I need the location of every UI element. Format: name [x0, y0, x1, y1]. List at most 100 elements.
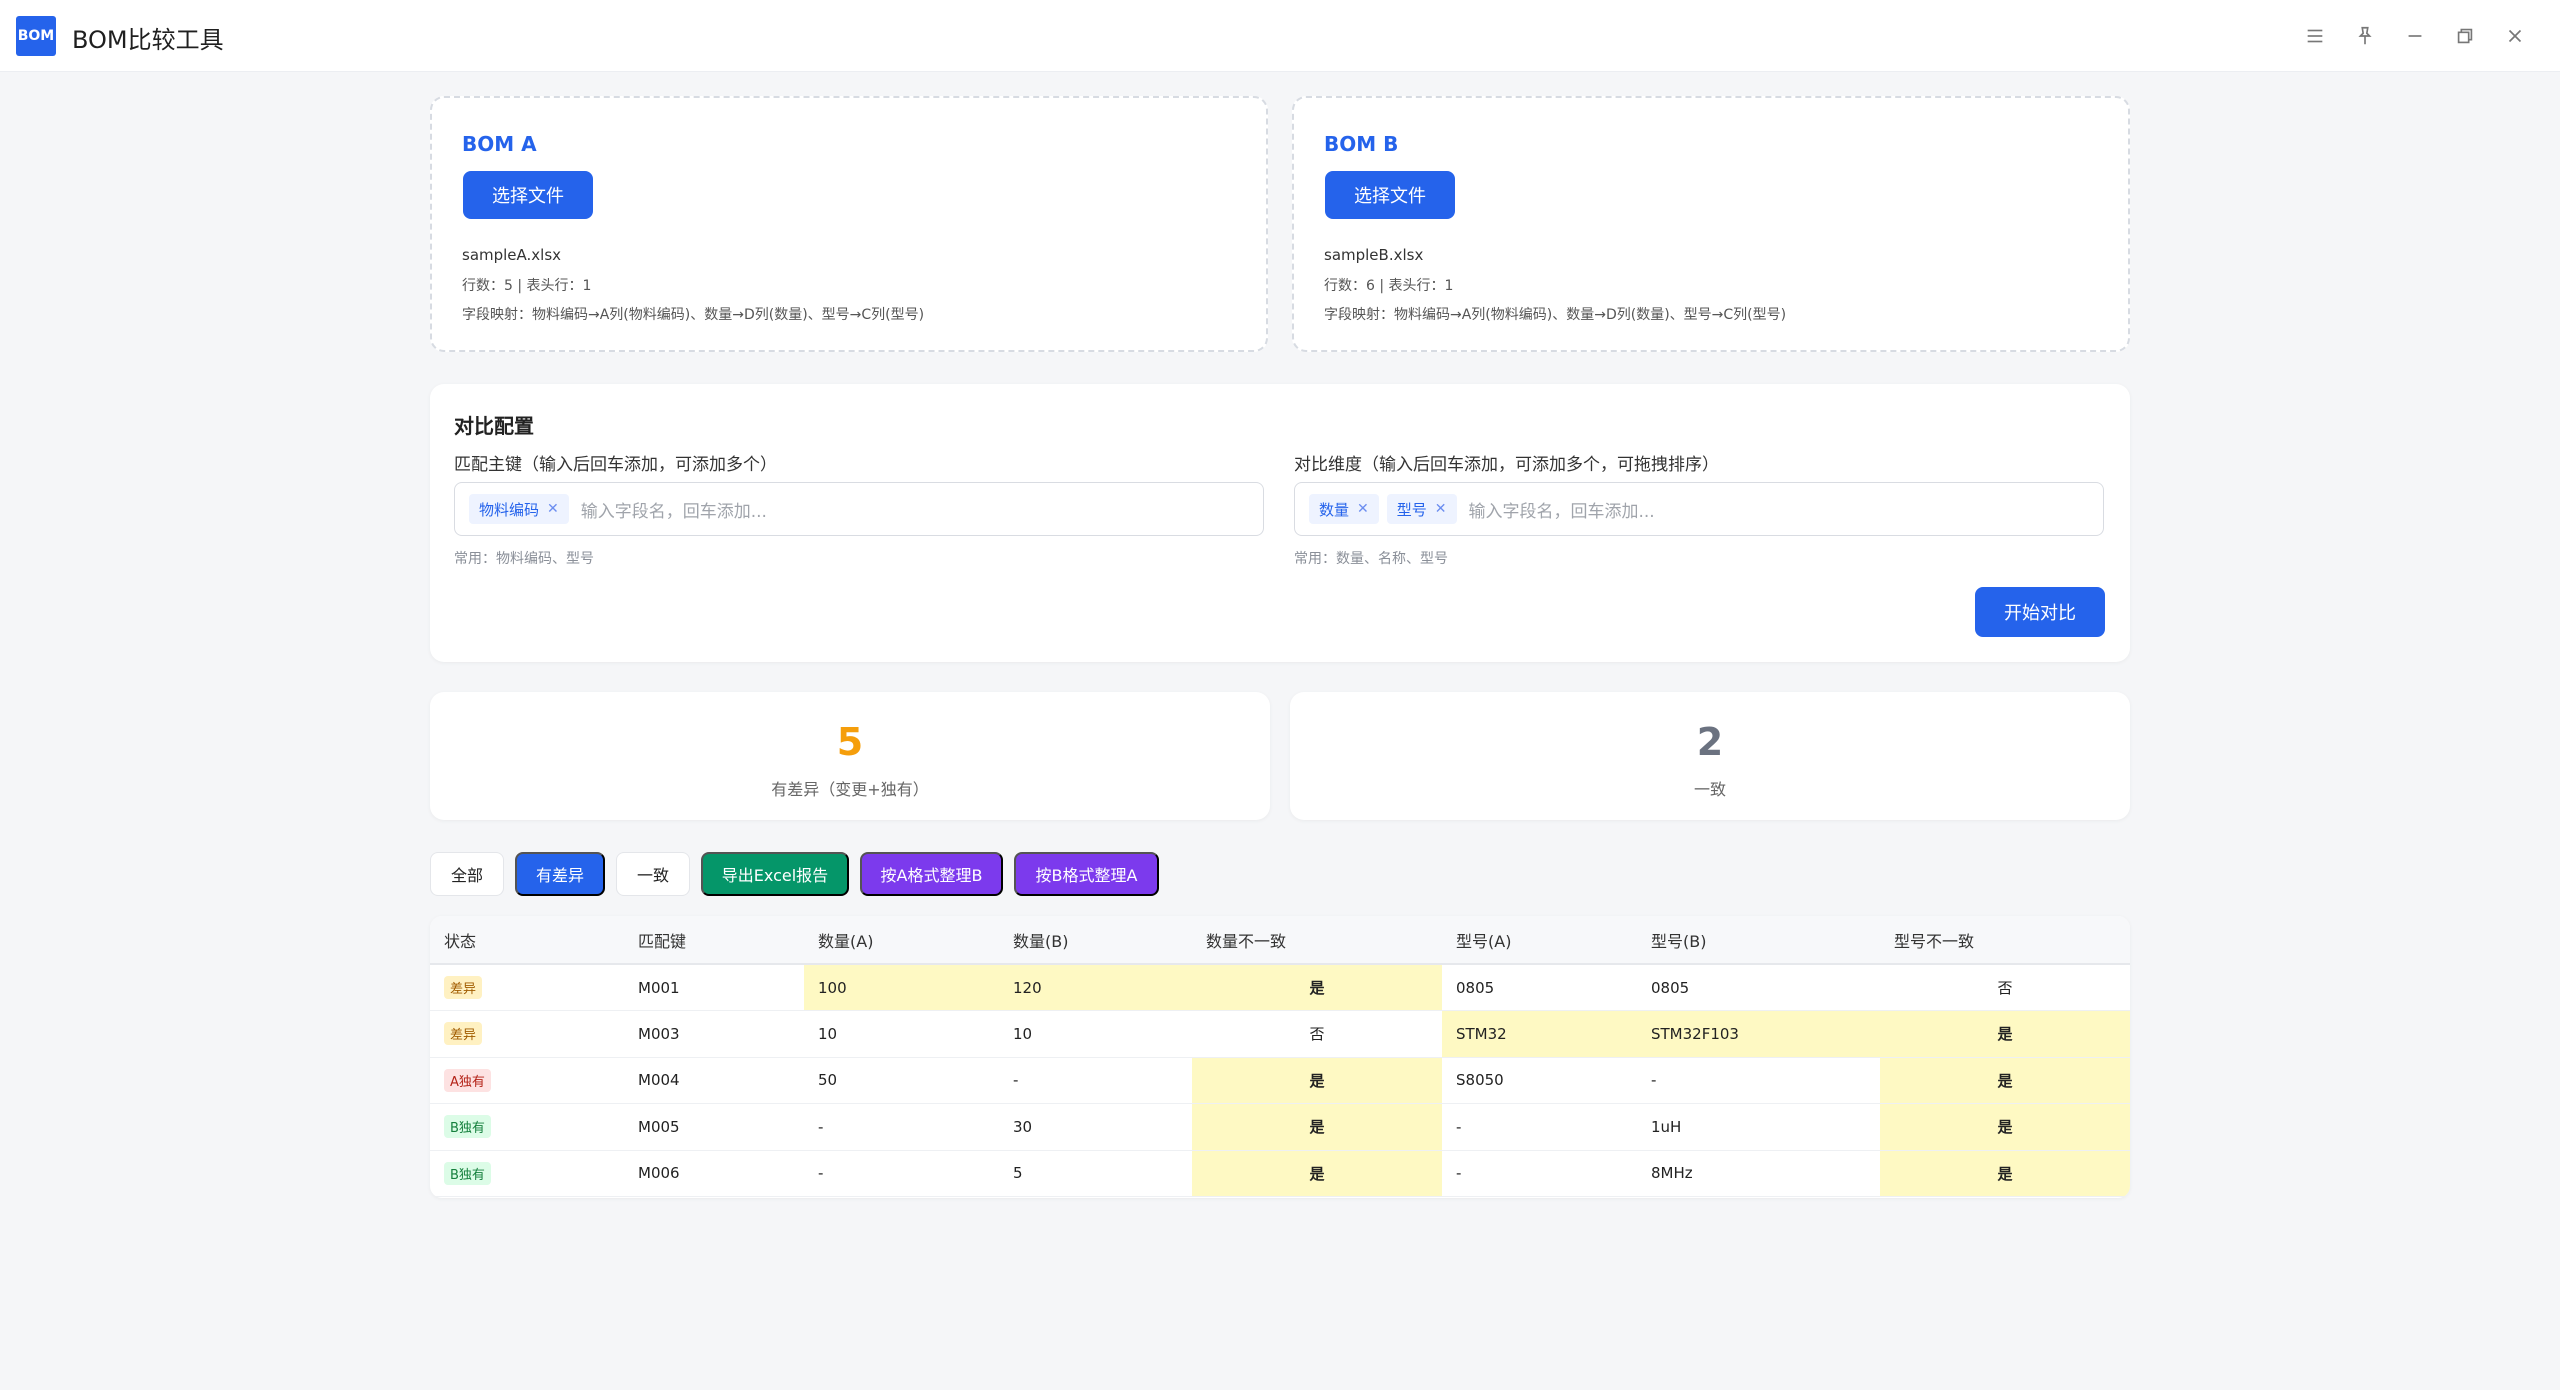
diff-count: 5 — [836, 720, 864, 764]
result-table: 状态 匹配键 数量(A) 数量(B) 数量不一致 型号(A) 型号(B) 型号不… — [430, 916, 2130, 1197]
col-header-model-a[interactable]: 型号(A) — [1442, 916, 1637, 965]
tag-remove-icon[interactable]: ✕ — [1434, 501, 1447, 517]
bom-b-file-info: 行数：6 | 表头行：1 — [1324, 278, 1454, 294]
col-header-qty-diff[interactable]: 数量不一致 — [1192, 916, 1442, 965]
cell-key: M006 — [624, 1150, 804, 1197]
table-row[interactable]: B独有 M005 - 30 是 - 1uH 是 — [430, 1103, 2130, 1151]
cell-qty-diff: 是 — [1192, 1057, 1442, 1104]
compare-dims-placeholder: 输入字段名，回车添加... — [1468, 501, 1655, 522]
compare-dim-tag: 型号 ✕ — [1386, 494, 1457, 524]
window-controls — [2290, 18, 2540, 54]
cell-model-diff: 否 — [1880, 964, 2130, 1011]
menu-icon[interactable] — [2290, 18, 2340, 54]
status-badge: A独有 — [444, 1068, 491, 1092]
cell-qty-b: 5 — [999, 1150, 1192, 1197]
col-header-model-diff[interactable]: 型号不一致 — [1880, 916, 2130, 965]
match-keys-placeholder: 输入字段名，回车添加... — [580, 501, 767, 522]
bom-b-field-mapping: 字段映射：物料编码→A列(物料编码)、数量→D列(数量)、型号→C列(型号) — [1324, 307, 1787, 323]
bom-a-file-info: 行数：5 | 表头行：1 — [462, 278, 592, 294]
col-header-key[interactable]: 匹配键 — [624, 916, 804, 965]
cell-key: M003 — [624, 1010, 804, 1058]
cell-key: M005 — [624, 1103, 804, 1151]
bom-a-file-name: sampleA.xlsx — [462, 246, 562, 264]
cell-qty-b: 120 — [999, 964, 1192, 1011]
compare-config-card: 对比配置 匹配主键（输入后回车添加，可添加多个） 物料编码 ✕ 输入字段名，回车… — [430, 384, 2130, 662]
format-b-by-a-button[interactable]: 按A格式整理B — [860, 852, 1003, 896]
start-compare-button[interactable]: 开始对比 — [1975, 587, 2105, 637]
cell-model-b: - — [1637, 1057, 1880, 1104]
app-title: BOM比较工具 — [72, 26, 224, 54]
table-row[interactable]: B独有 M006 - 5 是 - 8MHz 是 — [430, 1150, 2130, 1197]
export-excel-button[interactable]: 导出Excel报告 — [701, 852, 849, 896]
match-keys-input[interactable]: 物料编码 ✕ 输入字段名，回车添加... — [454, 482, 1264, 536]
table-row[interactable]: 差异 M001 100 120 是 0805 0805 否 — [430, 964, 2130, 1011]
cell-model-b: STM32F103 — [1637, 1010, 1880, 1058]
match-keys-label: 匹配主键（输入后回车添加，可添加多个） — [454, 455, 777, 475]
bom-b-title: BOM B — [1324, 132, 1399, 156]
match-key-tag: 物料编码 ✕ — [469, 494, 569, 524]
filter-same-button[interactable]: 一致 — [616, 852, 690, 896]
app-logo: BOM — [16, 16, 56, 56]
cell-qty-a: 50 — [804, 1057, 999, 1104]
cell-key: M001 — [624, 964, 804, 1011]
match-keys-hint: 常用：物料编码、型号 — [454, 551, 594, 567]
config-title: 对比配置 — [454, 414, 534, 438]
result-table-card: 状态 匹配键 数量(A) 数量(B) 数量不一致 型号(A) 型号(B) 型号不… — [430, 916, 2130, 1198]
cell-model-a: 0805 — [1442, 964, 1637, 1011]
bom-a-field-mapping: 字段映射：物料编码→A列(物料编码)、数量→D列(数量)、型号→C列(型号) — [462, 307, 925, 323]
bom-b-file-name: sampleB.xlsx — [1324, 246, 1424, 264]
cell-qty-diff: 是 — [1192, 1150, 1442, 1197]
compare-dims-label: 对比维度（输入后回车添加，可添加多个，可拖拽排序） — [1294, 455, 1719, 475]
cell-qty-diff: 否 — [1192, 1010, 1442, 1058]
cell-qty-a: 10 — [804, 1010, 999, 1058]
status-badge: 差异 — [444, 976, 483, 999]
bom-b-select-file-button[interactable]: 选择文件 — [1325, 171, 1455, 219]
col-header-model-b[interactable]: 型号(B) — [1637, 916, 1880, 965]
bom-a-card: BOM A 选择文件 sampleA.xlsx 行数：5 | 表头行：1 字段映… — [430, 96, 1268, 352]
bom-b-card: BOM B 选择文件 sampleB.xlsx 行数：6 | 表头行：1 字段映… — [1292, 96, 2130, 352]
bom-a-title: BOM A — [462, 132, 537, 156]
status-badge: B独有 — [444, 1161, 491, 1185]
tag-remove-icon[interactable]: ✕ — [1357, 501, 1369, 517]
restore-icon[interactable] — [2440, 18, 2490, 54]
title-bar: BOM BOM比较工具 — [0, 0, 2560, 72]
compare-dims-input[interactable]: 数量 ✕ 型号 ✕ 输入字段名，回车添加... — [1294, 482, 2104, 536]
cell-qty-diff: 是 — [1192, 1103, 1442, 1151]
cell-qty-a: 100 — [804, 964, 999, 1011]
cell-qty-b: 30 — [999, 1103, 1192, 1151]
diff-label: 有差异（变更+独有） — [771, 780, 929, 799]
cell-qty-b: 10 — [999, 1010, 1192, 1058]
cell-model-diff: 是 — [1880, 1057, 2130, 1104]
filter-all-button[interactable]: 全部 — [430, 852, 504, 896]
status-badge: B独有 — [444, 1115, 491, 1139]
cell-key: M004 — [624, 1057, 804, 1104]
cell-model-a: - — [1442, 1103, 1637, 1151]
cell-model-diff: 是 — [1880, 1150, 2130, 1197]
minimize-icon[interactable] — [2390, 18, 2440, 54]
table-row[interactable]: A独有 M004 50 - 是 S8050 - 是 — [430, 1057, 2130, 1104]
cell-qty-diff: 是 — [1192, 964, 1442, 1011]
col-header-qty-b[interactable]: 数量(B) — [999, 916, 1192, 965]
tag-remove-icon[interactable]: ✕ — [547, 501, 559, 517]
cell-model-b: 8MHz — [1637, 1150, 1880, 1197]
cell-model-a: STM32 — [1442, 1010, 1637, 1058]
cell-model-a: - — [1442, 1150, 1637, 1197]
col-header-qty-a[interactable]: 数量(A) — [804, 916, 999, 965]
cell-qty-a: - — [804, 1150, 999, 1197]
pin-icon[interactable] — [2340, 18, 2390, 54]
status-badge: 差异 — [444, 1022, 483, 1046]
bom-a-select-file-button[interactable]: 选择文件 — [463, 171, 593, 219]
cell-qty-b: - — [999, 1057, 1192, 1104]
same-stat-card: 2 一致 — [1290, 692, 2130, 820]
col-header-status[interactable]: 状态 — [430, 916, 624, 965]
cell-model-b: 0805 — [1637, 964, 1880, 1011]
close-icon[interactable] — [2490, 18, 2540, 54]
same-label: 一致 — [1693, 780, 1726, 799]
format-a-by-b-button[interactable]: 按B格式整理A — [1014, 852, 1159, 896]
table-row[interactable]: 差异 M003 10 10 否 STM32 STM32F103 是 — [430, 1010, 2130, 1058]
cell-model-b: 1uH — [1637, 1103, 1880, 1151]
diff-stat-card: 5 有差异（变更+独有） — [430, 692, 1270, 820]
filter-diff-button[interactable]: 有差异 — [515, 852, 605, 896]
cell-model-diff: 是 — [1880, 1103, 2130, 1151]
cell-model-a: S8050 — [1442, 1057, 1637, 1104]
